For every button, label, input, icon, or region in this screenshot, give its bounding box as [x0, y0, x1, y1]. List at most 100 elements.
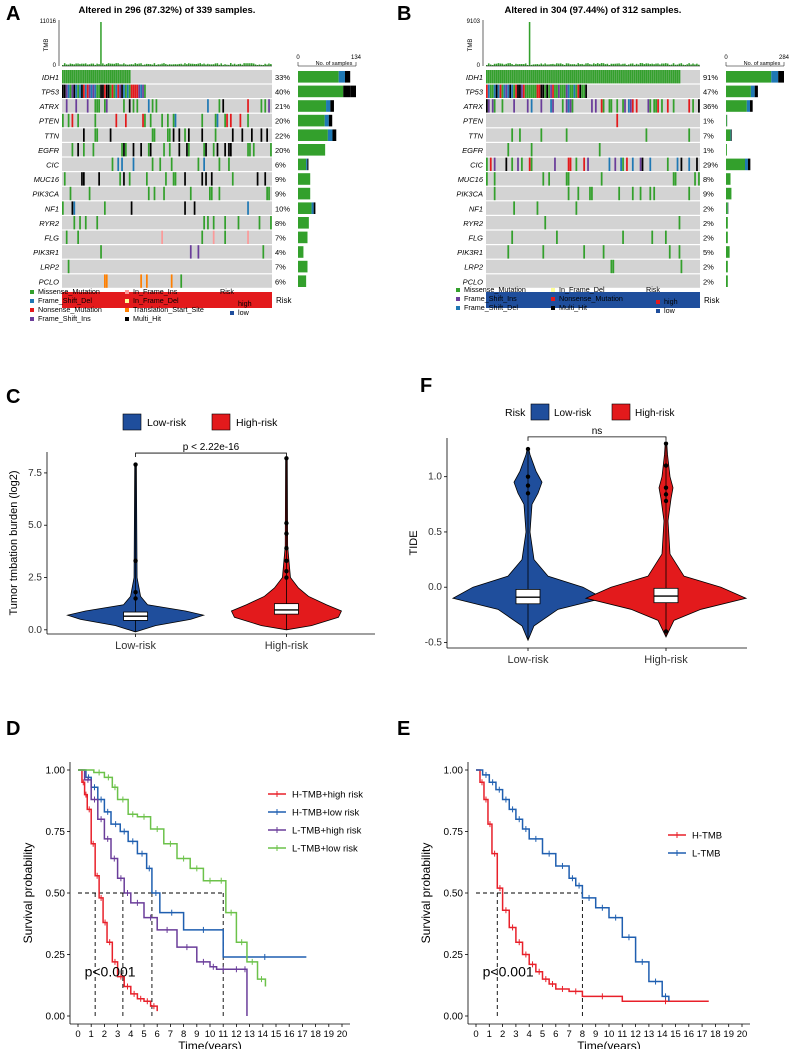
tmb-bar [191, 63, 194, 66]
mutation-cell [117, 84, 120, 98]
tmb-bar [138, 63, 140, 66]
mutation-cell [228, 157, 230, 171]
ns-axis-min: 0 [296, 55, 300, 61]
mutation-cell [618, 186, 621, 201]
mutation-cell [629, 99, 632, 113]
mutation-cell [513, 84, 515, 98]
tmb-bar [98, 64, 100, 66]
tmb-bar [664, 63, 667, 66]
tmb-bar [659, 64, 661, 66]
tmb-bar [565, 63, 568, 66]
mutation-cell [616, 99, 619, 113]
mutation-cell [84, 216, 87, 230]
gene-row-bg [486, 274, 700, 288]
sample-bar-seg [311, 202, 314, 214]
x-tick-label: 20 [737, 1029, 748, 1040]
mutation-cell [144, 113, 146, 128]
gene-row-bg [62, 230, 272, 244]
mutation-cell [247, 113, 249, 128]
mutation-cell [81, 70, 83, 84]
x-axis-label: Time(years) [178, 1039, 242, 1049]
mutation-cell [224, 113, 226, 128]
gene-label: PIK3CA [32, 190, 59, 199]
mutation-cell [79, 84, 81, 98]
gene-row-bg [62, 186, 272, 201]
mutation-cell [121, 157, 123, 171]
mutation-cell [608, 99, 611, 113]
mutation-cell [602, 70, 605, 84]
mutation-cell [184, 172, 186, 186]
mutation-cell [585, 70, 587, 84]
mutation-cell [79, 216, 81, 230]
tmb-bar [519, 64, 521, 66]
mutation-cell [117, 70, 120, 84]
legend-swatch-low [656, 309, 660, 313]
mutation-cell [633, 70, 636, 84]
tmb-bar [222, 64, 224, 66]
gene-percent: 7% [703, 131, 714, 140]
sample-bar [726, 202, 728, 214]
sample-bar-seg [344, 71, 351, 83]
x-tick-label: 15 [271, 1029, 282, 1040]
mutation-cell [130, 201, 133, 215]
tmb-bar [243, 63, 245, 66]
sample-bar-seg [771, 71, 779, 83]
tmb-bar [544, 63, 546, 66]
y-axis-label: Survival probability [21, 843, 35, 944]
mutation-cell [84, 70, 87, 84]
mutation-cell [146, 172, 148, 186]
x-tick-label: 11 [218, 1029, 228, 1040]
legend-swatch [551, 297, 555, 301]
gene-percent: 8% [275, 219, 286, 228]
mutation-cell [212, 143, 215, 157]
mutation-cell [554, 84, 556, 98]
mutation-cell [123, 84, 125, 98]
tmb-bar [180, 63, 182, 66]
mutation-cell [594, 70, 597, 84]
tmb-bar [668, 64, 671, 66]
mutation-cell [147, 143, 150, 157]
x-tick-label: 9 [593, 1029, 598, 1040]
tmb-bar [163, 63, 165, 66]
sample-bar [726, 246, 730, 258]
tmb-bar [678, 63, 681, 66]
mutation-cell [71, 84, 74, 98]
legend-label: H-TMB [692, 831, 722, 842]
mutation-cell [102, 70, 104, 84]
x-tick-label: 8 [580, 1029, 585, 1040]
tmb-bar [237, 64, 240, 66]
mutation-cell [123, 143, 125, 157]
x-tick-label: 10 [604, 1029, 615, 1040]
legend-label: Multi_Hit [133, 314, 161, 323]
tmb-bar [205, 64, 207, 66]
tmb-bar [521, 63, 523, 66]
mutation-cell [649, 99, 652, 113]
tmb-bar [210, 64, 213, 66]
tmb-bar [583, 64, 585, 66]
mutation-cell [583, 245, 586, 259]
tmb-bar [174, 64, 177, 66]
tmb-bar [674, 64, 677, 66]
mutation-cell [550, 70, 552, 84]
mutation-cell [540, 99, 543, 113]
tmb-bar [252, 63, 255, 66]
mutation-cell [161, 113, 163, 128]
gene-percent: 1% [703, 117, 714, 126]
legend-label: Missense_Mutation [38, 287, 100, 296]
gene-label: FLG [44, 234, 59, 243]
panel-letter-c: C [6, 386, 20, 408]
tmb-bar [270, 64, 272, 66]
mutation-cell [77, 230, 79, 244]
mutation-cell [676, 70, 679, 84]
legend-label: L-TMB+low risk [292, 844, 358, 855]
mutation-cell [107, 70, 110, 84]
gene-label: TP53 [465, 88, 484, 97]
mutation-cell [538, 70, 541, 84]
mutation-cell [653, 70, 656, 84]
mutation-cell [90, 84, 93, 98]
mutation-cell [672, 70, 675, 84]
mutation-cell [94, 128, 97, 142]
mutation-cell [511, 157, 514, 171]
gene-row-bg [486, 216, 700, 230]
legend-label: H-TMB+high risk [292, 790, 363, 801]
